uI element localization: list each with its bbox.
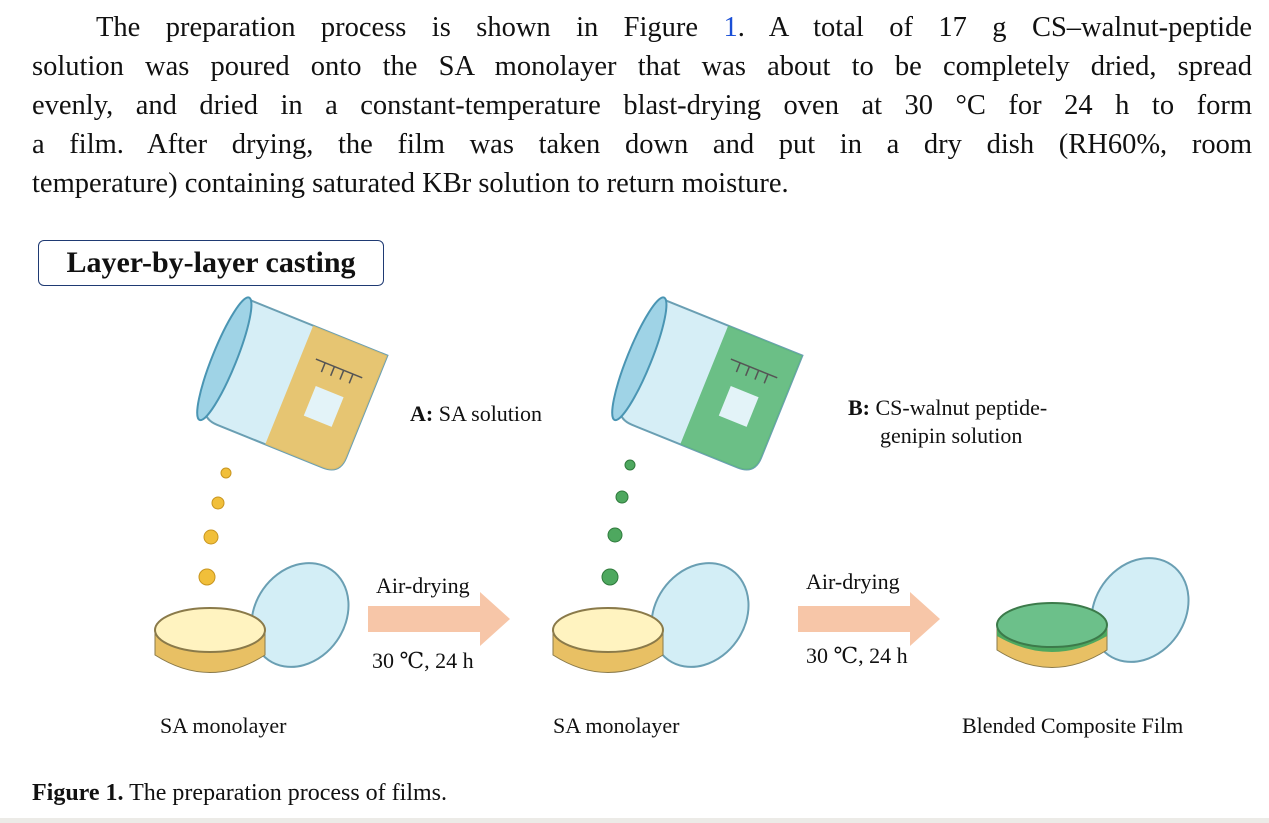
dish1-label: SA monolayer: [160, 713, 287, 738]
petri-dish-1-icon: [154, 562, 350, 673]
beaker-a-icon: [196, 296, 389, 471]
label-b-line2: genipin solution: [880, 423, 1023, 448]
step1-bottom-label: 30 ℃, 24 h: [372, 648, 474, 673]
dish3-label: Blended Composite Film: [962, 713, 1184, 738]
petri-dish-3-icon: [996, 557, 1190, 668]
figure-section-title: Layer-by-layer casting: [38, 240, 384, 286]
dish2-label: SA monolayer: [553, 713, 680, 738]
figure-1-link[interactable]: 1: [723, 12, 738, 43]
beaker-b-icon: [611, 296, 804, 471]
label-a: A: SA solution: [410, 401, 543, 426]
arrow-step-2-icon: [798, 592, 940, 646]
label-b: B: CS-walnut peptide-: [848, 395, 1048, 420]
paragraph-line: The preparation process is shown in Figu…: [96, 12, 1252, 43]
paragraph-line: temperature) containing saturated KBr so…: [32, 168, 789, 199]
petri-dish-2-icon: [552, 562, 750, 673]
step2-bottom-label: 30 ℃, 24 h: [806, 643, 908, 668]
step1-top-label: Air-drying: [376, 573, 470, 598]
arrow-step-1-icon: [368, 592, 510, 646]
step2-top-label: Air-drying: [806, 569, 900, 594]
paragraph-line: evenly, and dried in a constant-temperat…: [32, 90, 1252, 121]
page-divider: [0, 818, 1269, 823]
paragraph-line: solution was poured onto the SA monolaye…: [32, 51, 1252, 82]
paragraph-line: a film. After drying, the film was taken…: [32, 129, 1252, 160]
cs-droplets: [597, 459, 636, 632]
figure-caption: Figure 1. The preparation process of fil…: [32, 780, 448, 806]
body-paragraph: The preparation process is shown in Figu…: [32, 8, 1252, 203]
